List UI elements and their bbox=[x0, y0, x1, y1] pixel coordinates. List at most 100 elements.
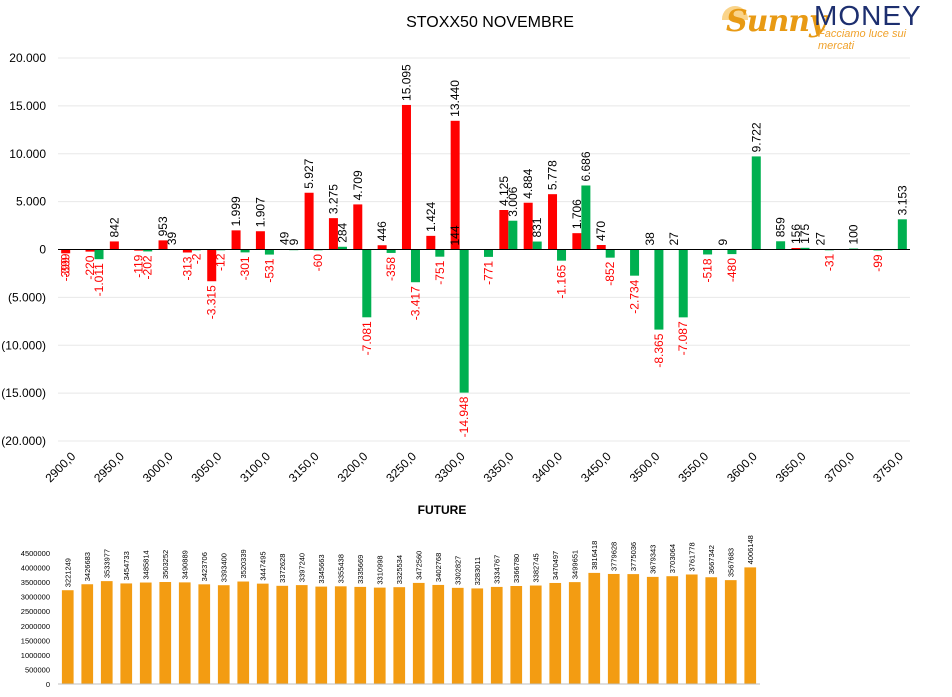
future-data-label: 3816418 bbox=[590, 541, 599, 570]
logo-tagline: Facciamo luce sui mercati bbox=[818, 28, 907, 52]
future-y-tick-label: 2500000 bbox=[21, 607, 50, 616]
future-bar bbox=[412, 582, 425, 684]
future-data-label: 3667342 bbox=[707, 545, 716, 574]
bar bbox=[362, 249, 372, 318]
data-label: 13.440 bbox=[448, 80, 462, 117]
data-label: 1.907 bbox=[253, 197, 267, 227]
future-bar bbox=[61, 590, 74, 684]
sun-icon bbox=[722, 6, 748, 20]
future-data-label: 3402768 bbox=[434, 553, 443, 582]
bar bbox=[109, 241, 119, 250]
future-data-label: 3775036 bbox=[629, 542, 638, 571]
future-data-label: 3503252 bbox=[161, 550, 170, 579]
future-bar bbox=[490, 586, 503, 684]
future-bar bbox=[510, 585, 523, 684]
data-label: 1.424 bbox=[424, 202, 438, 232]
future-bar bbox=[432, 584, 445, 684]
future-bar bbox=[588, 572, 601, 684]
data-label: 4.884 bbox=[521, 168, 535, 198]
data-label: 39 bbox=[165, 231, 179, 245]
future-y-tick-label: 4500000 bbox=[21, 549, 50, 558]
future-bar bbox=[256, 583, 269, 684]
future-data-label: 3366780 bbox=[512, 554, 521, 583]
data-label: 175 bbox=[798, 223, 812, 243]
data-label: -99 bbox=[871, 254, 885, 272]
data-label: -220 bbox=[83, 255, 97, 279]
bar bbox=[134, 249, 144, 251]
y-tick-label: 10.000 bbox=[9, 147, 46, 161]
bar bbox=[703, 249, 713, 255]
data-label: 1.706 bbox=[570, 199, 584, 229]
x-tick-label: 2900,0 bbox=[42, 449, 78, 485]
future-data-label: 3447495 bbox=[259, 551, 268, 580]
bar bbox=[304, 192, 314, 250]
data-label: 9 bbox=[716, 239, 730, 246]
data-label: -2 bbox=[189, 253, 203, 264]
future-bar bbox=[373, 587, 386, 684]
y-tick-label: (15.000) bbox=[1, 386, 46, 400]
future-data-label: 3703064 bbox=[668, 544, 677, 573]
bar bbox=[410, 249, 420, 283]
data-label: 15.095 bbox=[399, 64, 413, 101]
data-label: -31 bbox=[822, 253, 836, 271]
y-tick-label: (20.000) bbox=[1, 434, 46, 448]
future-data-label: 3372628 bbox=[278, 554, 287, 583]
future-bar bbox=[744, 567, 757, 684]
x-tick-label: 3250,0 bbox=[383, 449, 419, 485]
x-tick-label: 3000,0 bbox=[140, 449, 176, 485]
bar bbox=[776, 241, 786, 250]
future-bar bbox=[724, 580, 737, 684]
bar bbox=[85, 249, 95, 252]
future-y-tick-label: 3000000 bbox=[21, 593, 50, 602]
future-data-label: 3423706 bbox=[200, 552, 209, 581]
future-y-tick-label: 2000000 bbox=[21, 622, 50, 631]
data-label: 284 bbox=[335, 222, 349, 242]
bar bbox=[508, 220, 518, 250]
future-data-label: 3325534 bbox=[395, 555, 404, 584]
bar bbox=[450, 120, 460, 250]
future-bar bbox=[607, 573, 620, 684]
future-data-label: 4006148 bbox=[746, 535, 755, 564]
data-label: 9.722 bbox=[749, 122, 763, 152]
x-tick-label: 3200,0 bbox=[335, 449, 371, 485]
bar bbox=[484, 249, 494, 257]
data-label: -202 bbox=[141, 255, 155, 279]
y-tick-label: 15.000 bbox=[9, 99, 46, 113]
future-data-label: 3283011 bbox=[473, 557, 482, 586]
bar bbox=[800, 247, 810, 250]
x-tick-label: 2950,0 bbox=[91, 449, 127, 485]
data-label: 49 bbox=[278, 231, 292, 245]
bar bbox=[630, 249, 640, 276]
data-label: 6.686 bbox=[579, 151, 593, 181]
future-y-tick-label: 0 bbox=[46, 680, 50, 689]
future-y-tick-label: 4000000 bbox=[21, 564, 50, 573]
stoxx50-chart: STOXX50 NOVEMBRE 20.000 15.000 10.000 5.000 0… bbox=[1, 14, 910, 485]
future-bar bbox=[685, 574, 698, 684]
data-label: -301 bbox=[238, 256, 252, 280]
future-data-label: 3426683 bbox=[83, 552, 92, 581]
x-tick-label: 3750,0 bbox=[870, 449, 906, 485]
data-label: 470 bbox=[594, 221, 608, 241]
data-label: -3.417 bbox=[408, 286, 422, 320]
data-label: -3.315 bbox=[205, 285, 219, 319]
future-bar bbox=[159, 582, 172, 684]
bar bbox=[255, 231, 265, 250]
bar bbox=[401, 104, 411, 250]
data-label: 953 bbox=[156, 216, 170, 236]
bar bbox=[264, 249, 274, 255]
future-bar bbox=[81, 584, 94, 684]
future-data-label: 3335669 bbox=[356, 555, 365, 584]
future-bar bbox=[334, 586, 347, 684]
bar bbox=[328, 218, 338, 250]
future-bar bbox=[393, 587, 406, 684]
bar bbox=[557, 249, 567, 261]
future-bar bbox=[295, 585, 308, 684]
future-data-label: 3470497 bbox=[551, 551, 560, 580]
future-bar bbox=[646, 576, 659, 684]
bar bbox=[897, 219, 907, 250]
data-label: -313 bbox=[180, 256, 194, 280]
bar bbox=[581, 185, 591, 250]
bar bbox=[596, 244, 606, 250]
data-label: 842 bbox=[107, 217, 121, 237]
future-bar bbox=[139, 582, 152, 684]
